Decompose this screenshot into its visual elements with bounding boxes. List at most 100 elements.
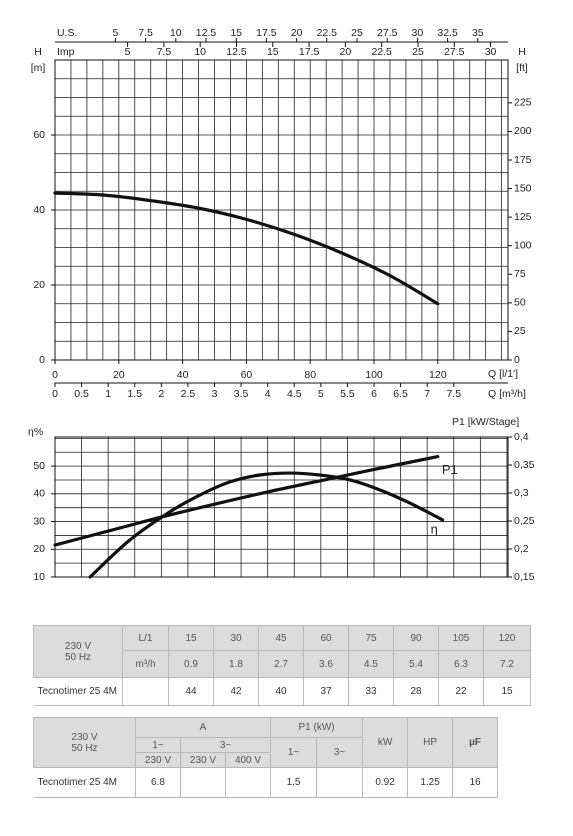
supply-frequency: 50 Hz bbox=[71, 742, 98, 754]
uf-cell: 16 bbox=[452, 767, 499, 798]
x2-tick-label: 6.5 bbox=[393, 388, 408, 400]
value-cell: 5.4 bbox=[393, 650, 439, 678]
voltage-header: 400 V bbox=[224, 752, 272, 768]
x2-axis-label: Q [m³/h] bbox=[488, 388, 526, 400]
x2-tick-label: 1.5 bbox=[127, 388, 142, 400]
supply-frequency: 50 Hz bbox=[64, 651, 92, 663]
y-tick-label: 10 bbox=[33, 571, 45, 583]
top-tick-label: 15 bbox=[267, 46, 279, 58]
model-cell: Tecnotimer 25 4M bbox=[33, 677, 123, 706]
value-cell: 15 bbox=[483, 677, 531, 706]
series-curve bbox=[53, 455, 440, 547]
y2-tick-label: 150 bbox=[514, 182, 532, 194]
value-cell: 7.2 bbox=[483, 650, 531, 678]
unit-cell: m³/h bbox=[122, 650, 169, 678]
phase-header: 1~ bbox=[135, 737, 181, 753]
y-tick-label: 50 bbox=[33, 460, 45, 472]
unit-cell: L/1 bbox=[122, 625, 169, 651]
y2-tick-label: 225 bbox=[514, 97, 532, 109]
top-tick-label: 27.5 bbox=[444, 46, 465, 58]
x2-tick-label: 1 bbox=[105, 388, 111, 400]
curve-label: η bbox=[431, 521, 438, 536]
value-cell: 33 bbox=[348, 677, 394, 706]
hp-header: HP bbox=[407, 717, 454, 768]
charts: U.S. 5 7.5 10 12.5 15 17.5 20 22.5 25 27.5 30 32.5 35… bbox=[28, 27, 535, 583]
x-tick-label: 60 bbox=[241, 369, 253, 381]
top-tick-label: 35 bbox=[472, 27, 484, 39]
value-cell: 90 bbox=[393, 625, 439, 651]
phase-header: 3~ bbox=[179, 737, 272, 753]
uf-header: µF bbox=[452, 717, 499, 768]
top-tick-label: 32.5 bbox=[437, 27, 458, 39]
x2-tick-label: 5 bbox=[318, 388, 324, 400]
empty-cell bbox=[122, 677, 169, 706]
series-curve bbox=[88, 471, 445, 579]
y2-tick-label: 25 bbox=[514, 325, 526, 337]
top-tick-label: 17.5 bbox=[256, 27, 277, 39]
head-curve bbox=[53, 191, 440, 306]
value-cell: 2.7 bbox=[258, 650, 304, 678]
x2-tick-label: 0.5 bbox=[74, 388, 89, 400]
x-tick-label: 0 bbox=[52, 369, 58, 381]
x-tick-label: 20 bbox=[113, 369, 125, 381]
y-axis-label: H bbox=[34, 46, 42, 58]
voltage-header: 230 V bbox=[135, 752, 181, 768]
value-cell: 45 bbox=[258, 625, 304, 651]
x2-tick-label: 0 bbox=[52, 388, 58, 400]
y-tick-label: 20 bbox=[33, 543, 45, 555]
model-cell: Tecnotimer 25 4M bbox=[33, 767, 136, 798]
y2-axis-unit: [ft] bbox=[516, 62, 528, 74]
value-cell: 0.9 bbox=[168, 650, 214, 678]
top-axis-label: U.S. bbox=[57, 27, 77, 39]
top-tick-label: 12.5 bbox=[196, 27, 217, 39]
x-tick-label: 100 bbox=[365, 369, 383, 381]
top-tick-label: 22.5 bbox=[317, 27, 338, 39]
p1-header: P1 (kW) bbox=[270, 717, 364, 738]
supply-voltage: 230 V bbox=[64, 640, 92, 652]
x2-tick-label: 7 bbox=[424, 388, 430, 400]
curve-label: P1 bbox=[442, 462, 458, 477]
y2-tick-label: 125 bbox=[514, 211, 532, 223]
kw-cell: 0.92 bbox=[362, 767, 409, 798]
top-tick-label: 5 bbox=[125, 46, 131, 58]
y-axis-unit: [m] bbox=[31, 62, 46, 74]
top-axis-label: Imp bbox=[57, 46, 75, 58]
value-cell: 105 bbox=[438, 625, 484, 651]
x-tick-label: 120 bbox=[429, 369, 447, 381]
y2-tick-label: 200 bbox=[514, 125, 532, 137]
supply-cell: 230 V 50 Hz bbox=[33, 717, 136, 768]
y2-tick-label: 100 bbox=[514, 239, 532, 251]
value-cell: 42 bbox=[213, 677, 259, 706]
y-tick-label: 40 bbox=[33, 204, 45, 216]
x2-tick-label: 6 bbox=[371, 388, 377, 400]
value-cell: 120 bbox=[483, 625, 531, 651]
y2-tick-label: 0,15 bbox=[514, 571, 535, 583]
hp-cell: 1.25 bbox=[407, 767, 454, 798]
top-tick-label: 22.5 bbox=[371, 46, 392, 58]
value-cell: 40 bbox=[258, 677, 304, 706]
empty-cell bbox=[180, 767, 226, 798]
kw-header: kW bbox=[362, 717, 409, 768]
value-cell: 30 bbox=[213, 625, 259, 651]
current-header: A bbox=[134, 717, 272, 738]
top-tick-label: 20 bbox=[291, 27, 303, 39]
x2-tick-label: 4.5 bbox=[287, 388, 302, 400]
x2-tick-label: 7.5 bbox=[446, 388, 461, 400]
x-tick-label: 80 bbox=[304, 369, 316, 381]
y2-tick-label: 75 bbox=[514, 268, 526, 280]
value-cell: 28 bbox=[393, 677, 439, 706]
current-cell: 6.8 bbox=[135, 767, 181, 798]
y-tick-label: 40 bbox=[33, 488, 45, 500]
top-tick-label: 12.5 bbox=[226, 46, 247, 58]
performance-table: 230 V 50 Hz L/1 15 30 45 60 75 90 105 120 m³/h 0.9 1… bbox=[33, 625, 531, 706]
value-cell: 22 bbox=[438, 677, 484, 706]
phase-header: 1~ bbox=[270, 737, 318, 768]
y2-tick-label: 50 bbox=[514, 297, 526, 309]
empty-cell bbox=[316, 767, 364, 798]
value-cell: 60 bbox=[303, 625, 349, 651]
top-tick-label: 30 bbox=[485, 46, 497, 58]
value-cell: 44 bbox=[168, 677, 214, 706]
top-tick-label: 15 bbox=[230, 27, 242, 39]
value-cell: 75 bbox=[348, 625, 394, 651]
empty-cell bbox=[224, 767, 272, 798]
